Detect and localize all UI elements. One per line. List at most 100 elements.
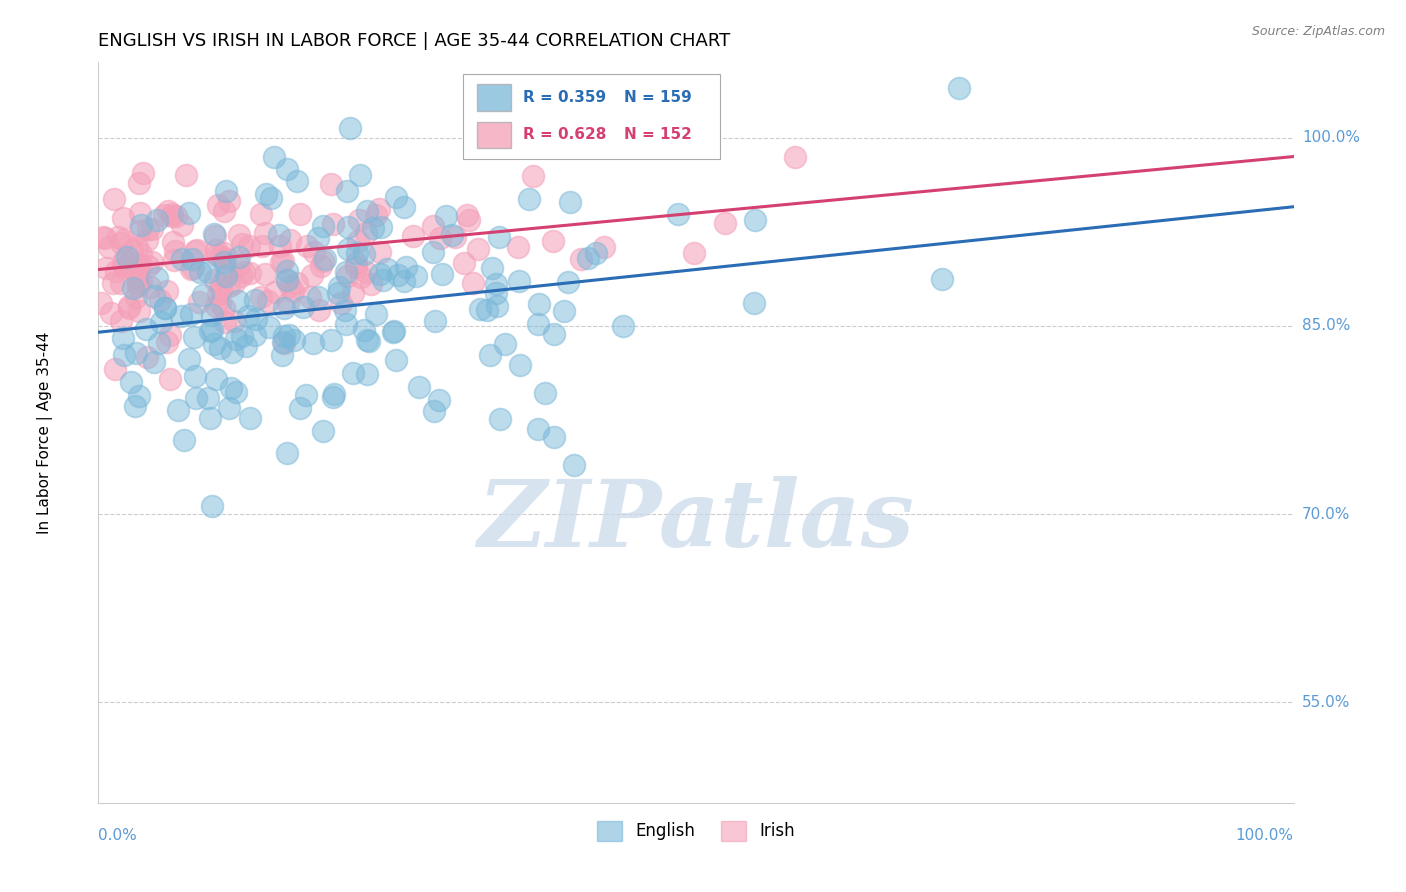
Point (112, 211, 135, 225)
Point (336, 220, 359, 235)
Point (121, 375, 143, 389)
Point (347, 235, 370, 249)
Point (197, 265, 219, 279)
Point (337, 242, 360, 256)
Point (254, 227, 277, 241)
Point (271, 348, 294, 362)
Point (110, 313, 132, 327)
Point (245, 312, 267, 326)
Point (112, 233, 135, 247)
Point (163, 252, 186, 267)
Point (422, 219, 444, 233)
Point (522, 169, 544, 183)
Point (508, 274, 530, 288)
Point (368, 245, 391, 260)
Point (276, 273, 298, 287)
Point (134, 322, 156, 336)
Point (129, 275, 152, 289)
Point (128, 389, 150, 403)
Point (382, 324, 405, 338)
Point (127, 240, 149, 254)
Point (295, 388, 318, 402)
Point (217, 265, 239, 279)
Point (188, 265, 211, 279)
Point (132, 166, 155, 180)
Point (269, 228, 291, 243)
Point (273, 329, 295, 343)
Point (475, 127, 498, 141)
Point (405, 268, 427, 283)
Point (204, 272, 226, 286)
Point (312, 253, 335, 268)
Point (543, 430, 565, 444)
Point (441, 227, 464, 242)
Point (333, 303, 356, 318)
Point (146, 213, 169, 227)
Point (585, 245, 607, 260)
Point (422, 244, 444, 259)
Point (150, 315, 173, 329)
Point (184, 244, 207, 258)
Point (118, 299, 141, 313)
Point (307, 290, 329, 304)
Point (283, 284, 305, 298)
Point (277, 296, 299, 310)
Point (349, 168, 371, 182)
Point (112, 260, 135, 274)
Point (97, 240, 120, 254)
Point (395, 260, 418, 274)
Point (948, 80, 970, 95)
Point (562, 458, 585, 473)
Point (209, 277, 232, 291)
Point (529, 297, 551, 311)
Point (162, 235, 184, 250)
Point (127, 256, 149, 270)
Point (298, 289, 321, 303)
Point (253, 267, 276, 281)
Point (215, 184, 238, 198)
Text: In Labor Force | Age 35-44: In Labor Force | Age 35-44 (37, 332, 52, 533)
Point (311, 259, 333, 273)
Text: ZIPatlas: ZIPatlas (478, 476, 914, 566)
Point (485, 285, 508, 300)
Point (468, 301, 491, 316)
Point (526, 317, 548, 331)
Point (368, 202, 391, 217)
Point (104, 264, 127, 278)
Point (344, 256, 367, 270)
Point (385, 352, 408, 367)
Point (273, 336, 295, 351)
Point (368, 267, 391, 281)
Point (408, 380, 430, 394)
Point (347, 213, 370, 227)
Point (229, 269, 252, 284)
Point (382, 325, 405, 339)
Point (201, 308, 224, 322)
Point (101, 276, 124, 290)
FancyBboxPatch shape (477, 84, 510, 111)
Point (252, 239, 274, 253)
Point (193, 288, 215, 302)
Point (131, 247, 153, 261)
Point (142, 289, 165, 303)
Point (180, 252, 202, 266)
Text: N = 152: N = 152 (624, 128, 692, 143)
Point (212, 301, 235, 315)
Point (322, 390, 344, 404)
Point (202, 227, 225, 241)
Text: N = 159: N = 159 (624, 90, 692, 105)
Point (209, 296, 232, 310)
Point (183, 330, 205, 344)
Point (103, 192, 125, 206)
Point (184, 368, 207, 383)
Point (276, 162, 298, 177)
Point (553, 304, 575, 318)
Point (283, 334, 305, 348)
Point (239, 267, 262, 281)
Point (173, 433, 195, 447)
Point (111, 256, 134, 270)
Point (208, 341, 231, 355)
Point (346, 245, 368, 260)
Point (212, 204, 235, 219)
Point (344, 260, 367, 274)
